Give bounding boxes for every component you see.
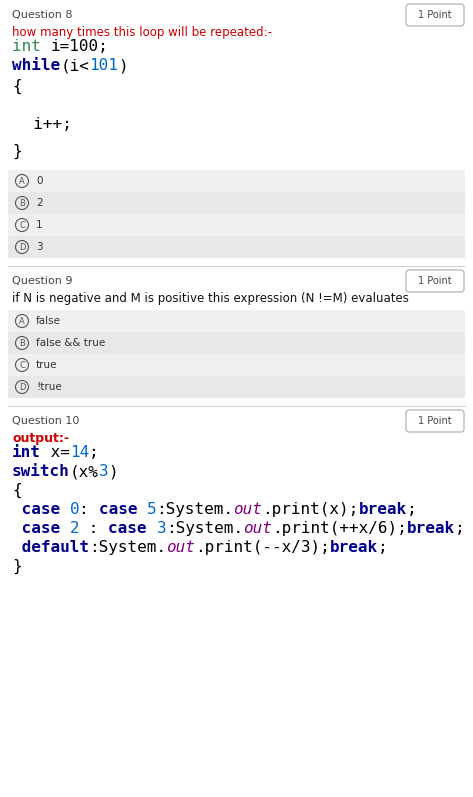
FancyBboxPatch shape (406, 270, 464, 292)
Text: out: out (233, 502, 262, 517)
Bar (8, 236, 465, 258)
Bar (8, 192, 465, 214)
Text: i++;: i++; (14, 117, 72, 132)
Text: out: out (243, 521, 272, 536)
Text: case: case (12, 502, 70, 517)
Text: !true: !true (36, 382, 62, 392)
Text: Question 9: Question 9 (12, 276, 72, 286)
Text: 3: 3 (36, 242, 43, 252)
Text: if N is negative and M is positive this expression (N !=M) evaluates: if N is negative and M is positive this … (12, 292, 409, 304)
Text: break: break (330, 540, 378, 555)
Text: (x%: (x% (70, 464, 99, 479)
Text: 101: 101 (89, 58, 118, 73)
Text: 0: 0 (70, 502, 79, 517)
Text: 1: 1 (36, 220, 43, 230)
FancyBboxPatch shape (406, 410, 464, 432)
Text: }: } (12, 559, 22, 574)
Text: break: break (407, 521, 455, 536)
Text: A: A (19, 176, 25, 186)
Text: {: { (12, 483, 22, 498)
Bar (8, 214, 465, 236)
Text: Question 10: Question 10 (12, 416, 79, 426)
Text: 1 Point: 1 Point (418, 10, 452, 20)
Text: .print(x);: .print(x); (262, 502, 359, 517)
Text: D: D (19, 242, 25, 252)
Text: {: { (12, 79, 22, 94)
Text: case: case (12, 521, 70, 536)
Text: 3: 3 (99, 464, 108, 479)
Text: :: : (79, 521, 108, 536)
Text: false: false (36, 316, 61, 326)
Text: .print(--x/3);: .print(--x/3); (195, 540, 330, 555)
Text: C: C (19, 221, 25, 230)
Text: 2: 2 (36, 198, 43, 208)
Text: 3: 3 (157, 521, 166, 536)
Text: }: } (12, 144, 22, 159)
Text: :: : (79, 502, 99, 517)
Text: out: out (166, 540, 195, 555)
Text: .print(++x/6);: .print(++x/6); (272, 521, 407, 536)
FancyBboxPatch shape (406, 4, 464, 26)
Text: (i<: (i< (60, 58, 89, 73)
Text: 1 Point: 1 Point (418, 276, 452, 286)
Text: D: D (19, 383, 25, 391)
Text: while: while (12, 58, 60, 73)
Text: output:-: output:- (12, 431, 69, 445)
Text: :System.: :System. (89, 540, 166, 555)
Text: ;: ; (455, 521, 464, 536)
Text: B: B (19, 198, 25, 207)
Text: :System.: :System. (157, 502, 233, 517)
Text: B: B (19, 339, 25, 347)
Text: case: case (108, 521, 157, 536)
Text: case: case (99, 502, 147, 517)
Text: default: default (12, 540, 89, 555)
Text: 1 Point: 1 Point (418, 416, 452, 426)
Bar (8, 170, 465, 192)
Text: ;: ; (407, 502, 416, 517)
Text: ): ) (108, 464, 118, 479)
Text: int: int (12, 445, 41, 460)
Text: 5: 5 (147, 502, 157, 517)
Text: 2: 2 (70, 521, 79, 536)
Text: A: A (19, 316, 25, 325)
Text: ;: ; (378, 540, 387, 555)
Text: switch: switch (12, 464, 70, 479)
Text: ;: ; (89, 445, 99, 460)
Text: x=: x= (41, 445, 70, 460)
Text: 0: 0 (36, 176, 43, 186)
Text: i=100;: i=100; (51, 39, 108, 54)
Text: true: true (36, 360, 58, 370)
Text: ): ) (118, 58, 128, 73)
Text: int: int (12, 39, 51, 54)
Text: C: C (19, 360, 25, 370)
Bar (8, 376, 465, 398)
Text: Question 8: Question 8 (12, 10, 72, 20)
Bar (8, 310, 465, 332)
Text: 14: 14 (70, 445, 89, 460)
Text: how many times this loop will be repeated:-: how many times this loop will be repeate… (12, 26, 272, 38)
Text: :System.: :System. (166, 521, 243, 536)
Bar (8, 354, 465, 376)
Bar (8, 332, 465, 354)
Text: break: break (359, 502, 407, 517)
Text: false && true: false && true (36, 338, 105, 348)
